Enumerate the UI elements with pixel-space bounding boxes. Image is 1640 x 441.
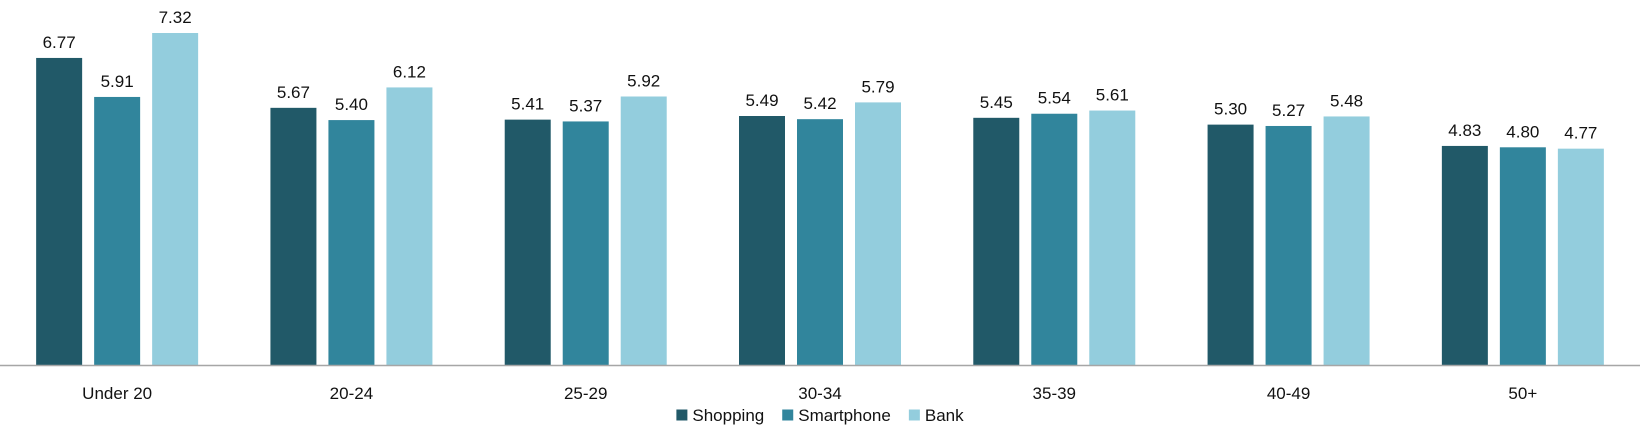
- bar-shopping-35-39: [973, 117, 1020, 365]
- value-label: 4.77: [1564, 124, 1597, 143]
- value-label: 5.45: [980, 93, 1013, 112]
- value-label: 5.37: [569, 96, 602, 115]
- bar-shopping-40-49: [1207, 124, 1254, 365]
- bar-bank-50+: [1557, 148, 1604, 365]
- legend-label-smartphone: Smartphone: [798, 406, 891, 425]
- bar-smartphone-25-29: [562, 121, 609, 365]
- bar-bank-40-49: [1323, 116, 1370, 365]
- value-label: 5.30: [1214, 100, 1247, 119]
- value-label: 5.54: [1038, 89, 1071, 108]
- value-label: 5.67: [277, 83, 310, 102]
- value-label: 5.61: [1096, 86, 1129, 105]
- bar-shopping-25-29: [504, 119, 551, 365]
- value-label: 5.41: [511, 95, 544, 114]
- legend-label-bank: Bank: [925, 406, 964, 425]
- bar-bank-30-34: [855, 102, 901, 366]
- bar-smartphone-under-20: [94, 96, 141, 366]
- category-label: 50+: [1508, 384, 1537, 403]
- bar-smartphone-40-49: [1265, 125, 1312, 365]
- bars-layer: [36, 33, 1604, 366]
- category-labels-layer: Under 20 20-24 25-29 30-34 35-39 40-49 50+: [82, 384, 1537, 403]
- value-label: 5.27: [1272, 101, 1305, 120]
- value-label: 5.79: [861, 77, 894, 96]
- legend-label-shopping: Shopping: [692, 406, 764, 425]
- bar-smartphone-20-24: [328, 120, 375, 365]
- value-label: 5.92: [627, 71, 660, 90]
- legend: Shopping Smartphone Bank: [676, 406, 964, 425]
- value-label: 4.80: [1506, 122, 1539, 141]
- value-label: 6.77: [43, 33, 76, 52]
- category-label: 40-49: [1267, 384, 1310, 403]
- category-label: 30-34: [798, 384, 841, 403]
- value-label: 5.42: [803, 94, 836, 113]
- value-label: 5.49: [745, 91, 778, 110]
- category-label: Under 20: [82, 384, 152, 403]
- bar-shopping-50+: [1441, 145, 1488, 365]
- legend-swatch-smartphone: [782, 409, 794, 421]
- category-label: 25-29: [564, 384, 607, 403]
- bar-shopping-under-20: [36, 57, 83, 366]
- value-label: 5.40: [335, 95, 368, 114]
- bar-bank-25-29: [620, 96, 667, 366]
- bar-bank-35-39: [1089, 110, 1136, 366]
- bar-smartphone-35-39: [1031, 113, 1078, 365]
- value-label: 6.12: [393, 62, 426, 81]
- category-label: 20-24: [330, 384, 373, 403]
- bar-bank-20-24: [386, 87, 433, 365]
- bar-shopping-20-24: [270, 107, 317, 366]
- value-label: 5.48: [1330, 91, 1363, 110]
- legend-swatch-bank: [908, 409, 920, 421]
- value-label: 7.32: [159, 8, 192, 27]
- bar-smartphone-50+: [1499, 147, 1546, 365]
- category-label: 35-39: [1033, 384, 1076, 403]
- bar-bank-under-20: [152, 33, 199, 365]
- bar-shopping-30-34: [739, 116, 785, 365]
- value-label: 5.91: [101, 72, 134, 91]
- value-label: 4.83: [1448, 121, 1481, 140]
- bar-smartphone-30-34: [797, 119, 843, 365]
- value-labels-layer: 6.77 5.91 7.32 5.67 5.40 6.12 5.41 5.37 5.92 5.49…: [43, 8, 1598, 143]
- legend-swatch-shopping: [676, 409, 688, 421]
